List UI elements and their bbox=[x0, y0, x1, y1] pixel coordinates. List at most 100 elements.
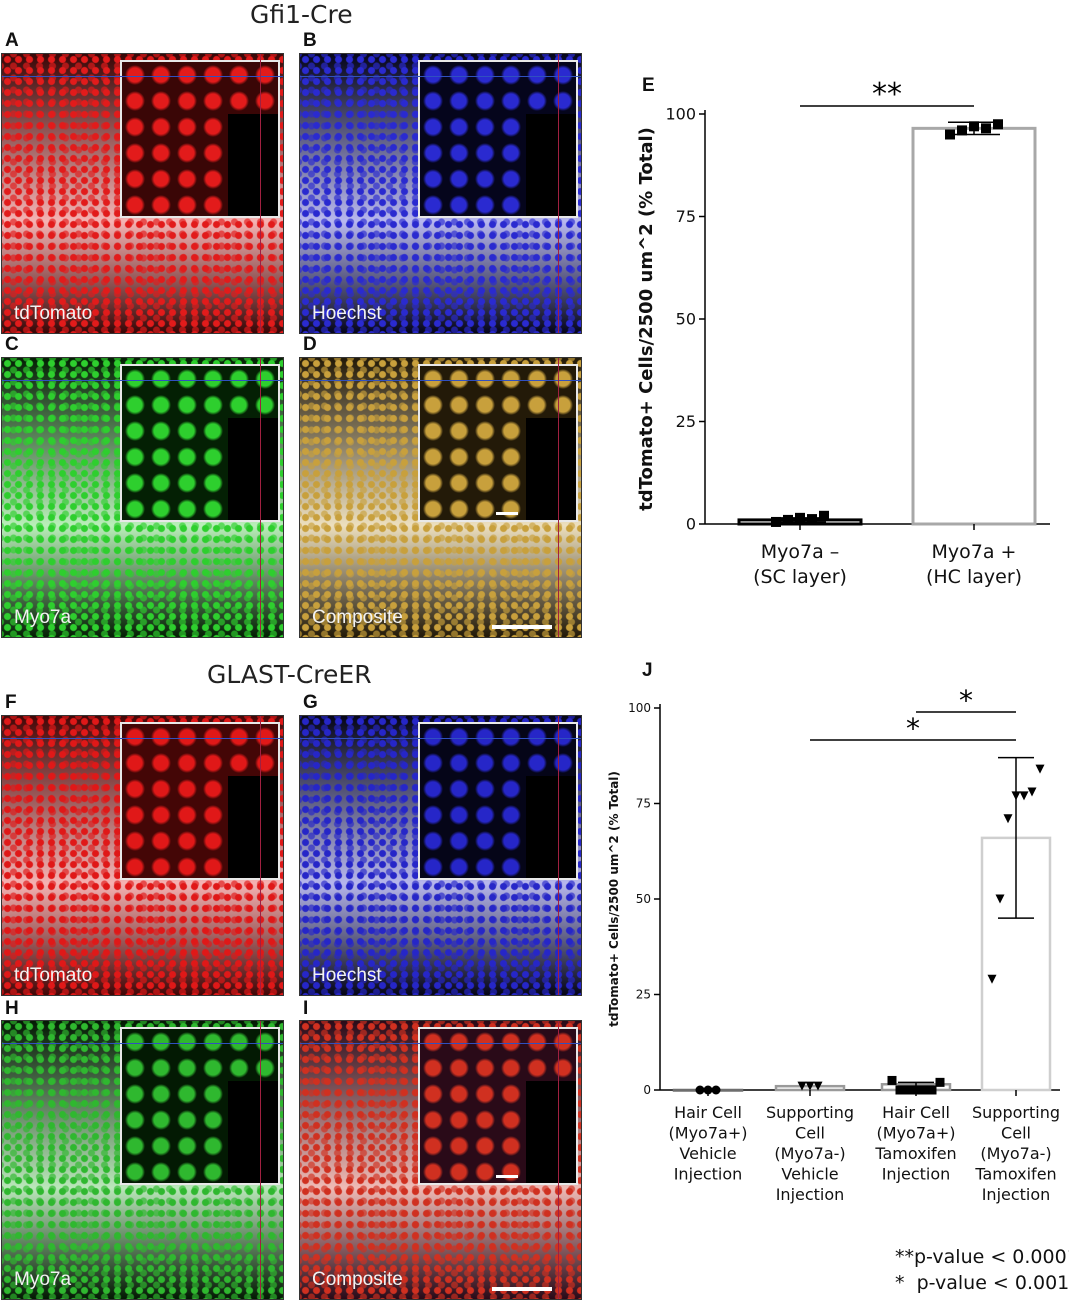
micrograph-c: Myo7a bbox=[1, 357, 284, 638]
category-label: Vehicle bbox=[781, 1165, 838, 1184]
panel-letter-d: D bbox=[303, 334, 317, 355]
micrograph-f: tdTomato bbox=[1, 715, 284, 996]
bar bbox=[911, 126, 1037, 526]
panel-letter-b: B bbox=[303, 30, 317, 51]
pvalue-legend-1: **p-value < 0.0001 bbox=[895, 1246, 1069, 1268]
category-label: Myo7a – bbox=[761, 541, 840, 563]
category-label: Injection bbox=[776, 1185, 845, 1204]
data-point bbox=[703, 1085, 713, 1095]
inset-scale-bar bbox=[496, 1175, 518, 1178]
data-point bbox=[805, 1081, 815, 1091]
zoom-inset bbox=[120, 1027, 280, 1185]
category-label: Myo7a + bbox=[932, 541, 1017, 563]
micrograph-g: Hoechst bbox=[299, 715, 582, 996]
y-tick-label: 50 bbox=[676, 309, 696, 328]
category-label: Cell bbox=[1001, 1124, 1031, 1143]
y-tick-label: 100 bbox=[628, 701, 651, 715]
zoom-inset bbox=[418, 60, 578, 218]
y-tick-label: 0 bbox=[686, 514, 696, 533]
channel-label: Composite bbox=[312, 1269, 403, 1290]
data-point bbox=[813, 1081, 823, 1091]
slice-line bbox=[260, 1021, 261, 1299]
slice-line bbox=[558, 716, 559, 995]
data-point bbox=[969, 121, 979, 132]
zoom-inset bbox=[120, 364, 280, 522]
category-label: (Myo7a-) bbox=[980, 1144, 1051, 1163]
data-point bbox=[795, 512, 805, 523]
data-point bbox=[695, 1085, 705, 1095]
zoom-inset bbox=[120, 722, 280, 880]
data-point bbox=[1035, 764, 1045, 774]
category-label: (Myo7a-) bbox=[774, 1144, 845, 1163]
data-point bbox=[1003, 814, 1013, 824]
channel-label: Hoechst bbox=[312, 965, 382, 986]
y-tick-label: 75 bbox=[636, 797, 651, 811]
slice-line bbox=[2, 1043, 283, 1044]
category-label: (Myo7a+) bbox=[877, 1124, 956, 1143]
chart-e: 0 25 50 75 100 tdTomato+ Cells/2500 um^2 (% T… bbox=[636, 77, 1050, 588]
panel-letter-a: A bbox=[5, 30, 19, 51]
data-point bbox=[981, 123, 991, 134]
category-label: Tamoxifen bbox=[974, 1165, 1056, 1184]
glast-creer-title: GLAST-CreER bbox=[207, 660, 372, 689]
y-tick-label: 50 bbox=[636, 892, 651, 906]
category-label: (SC layer) bbox=[753, 566, 847, 588]
significance-label: ** bbox=[872, 77, 902, 112]
slice-line bbox=[260, 358, 261, 637]
slice-line bbox=[558, 1021, 559, 1299]
panel-letter-h: H bbox=[5, 998, 19, 1019]
data-point bbox=[887, 1075, 897, 1085]
zoom-inset bbox=[120, 60, 280, 218]
data-point bbox=[895, 1085, 905, 1095]
slice-line bbox=[2, 738, 283, 739]
category-label: Supporting bbox=[766, 1103, 854, 1122]
micrograph-a: tdTomato bbox=[1, 53, 284, 334]
zoom-inset bbox=[418, 1027, 578, 1185]
slice-line bbox=[260, 54, 261, 333]
slice-line bbox=[558, 54, 559, 333]
data-point bbox=[945, 129, 955, 140]
y-axis-label: tdTomato+ Cells/2500 um^2 (% Total) bbox=[636, 127, 657, 511]
slice-line bbox=[2, 76, 283, 77]
data-point bbox=[987, 974, 997, 984]
category-label: (HC layer) bbox=[926, 566, 1022, 588]
category-label: (Myo7a+) bbox=[669, 1124, 748, 1143]
pvalue-legend-2: * p-value < 0.001 bbox=[895, 1272, 1069, 1294]
category-label: Injection bbox=[674, 1165, 743, 1184]
scale-bar bbox=[492, 1287, 552, 1291]
data-point bbox=[995, 894, 1005, 904]
y-tick-label: 100 bbox=[665, 104, 696, 123]
slice-line bbox=[2, 380, 283, 381]
data-point bbox=[711, 1085, 721, 1095]
channel-label: Myo7a bbox=[14, 607, 72, 628]
channel-label: Myo7a bbox=[14, 1269, 72, 1290]
data-point bbox=[957, 125, 967, 136]
inset-scale-bar bbox=[496, 512, 518, 515]
scale-bar bbox=[492, 625, 552, 629]
zoom-inset bbox=[418, 722, 578, 880]
channel-label: Hoechst bbox=[312, 303, 382, 324]
category-label: Vehicle bbox=[679, 1144, 736, 1163]
channel-label: tdTomato bbox=[14, 303, 93, 324]
data-point bbox=[993, 119, 1003, 130]
panel-letter-c: C bbox=[5, 334, 19, 355]
slice-line bbox=[300, 380, 581, 381]
category-label: Injection bbox=[982, 1185, 1051, 1204]
data-point bbox=[807, 514, 817, 525]
y-tick-label: 0 bbox=[643, 1083, 651, 1097]
data-point bbox=[1027, 787, 1037, 797]
data-point bbox=[927, 1085, 937, 1095]
y-axis-label: tdTomato+ Cells/2500 um^2 (% Total) bbox=[607, 771, 621, 1027]
category-label: Cell bbox=[795, 1124, 825, 1143]
y-tick-label: 25 bbox=[676, 412, 696, 431]
channel-label: tdTomato bbox=[14, 965, 93, 986]
slice-line bbox=[300, 738, 581, 739]
zoom-inset bbox=[418, 364, 578, 522]
category-label: Hair Cell bbox=[674, 1103, 742, 1122]
panel-letter-e: E bbox=[642, 75, 655, 96]
slice-line bbox=[260, 716, 261, 995]
data-point bbox=[797, 1081, 807, 1091]
panel-letter-f: F bbox=[5, 692, 17, 713]
data-point bbox=[771, 516, 781, 527]
significance-label: * bbox=[906, 712, 920, 745]
